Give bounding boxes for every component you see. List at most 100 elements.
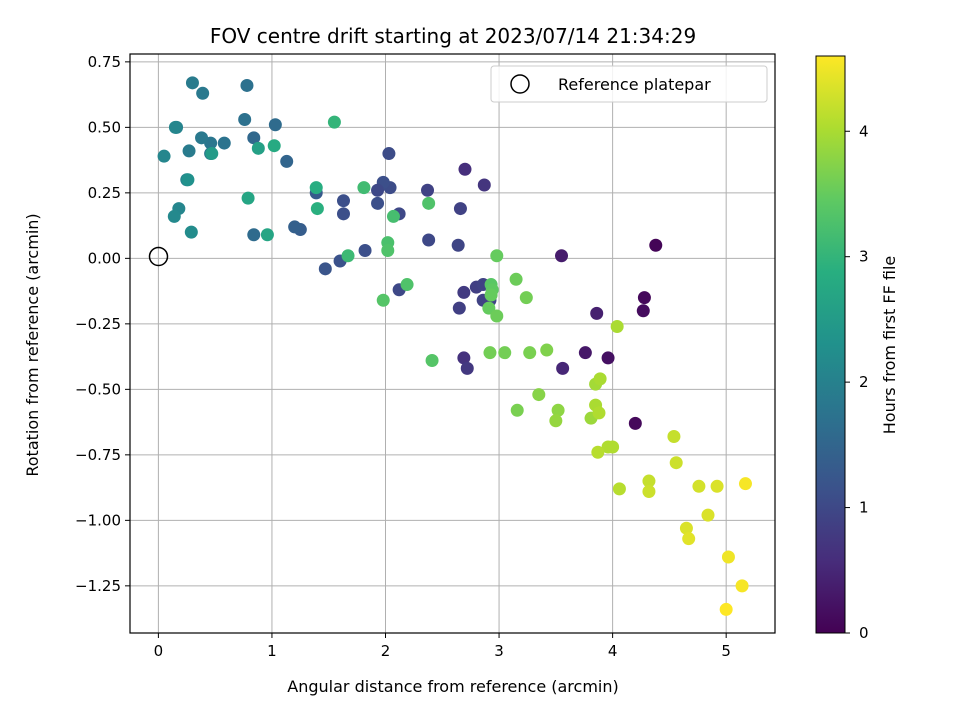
data-point: [637, 291, 651, 305]
data-point: [336, 207, 350, 221]
data-point: [551, 403, 565, 417]
data-point: [157, 149, 171, 163]
data-point: [357, 181, 371, 195]
legend-marker: [510, 74, 530, 94]
data-point: [490, 249, 504, 263]
data-point: [610, 319, 624, 333]
data-point: [642, 485, 656, 499]
data-point: [477, 178, 491, 192]
x-tick-label: 0: [154, 642, 164, 660]
data-point: [425, 354, 439, 368]
data-point: [238, 112, 252, 126]
data-point: [327, 115, 341, 129]
data-point: [701, 508, 715, 522]
data-point: [376, 293, 390, 307]
data-point: [509, 272, 523, 286]
data-point: [310, 202, 324, 216]
data-point: [590, 306, 604, 320]
y-tick-label: −1.00: [75, 511, 121, 529]
data-point: [280, 154, 294, 168]
y-tick-label: −1.25: [75, 577, 121, 595]
data-point: [247, 228, 261, 242]
data-point: [168, 120, 182, 134]
data-point: [268, 118, 282, 132]
data-point: [422, 233, 436, 247]
data-point: [483, 346, 497, 360]
data-point: [241, 191, 255, 205]
legend: Reference platepar: [490, 65, 768, 103]
data-point: [185, 76, 199, 90]
data-point: [184, 225, 198, 239]
x-tick-label: 2: [381, 642, 391, 660]
x-axis-label: Angular distance from reference (arcmin): [287, 677, 618, 696]
data-point: [267, 139, 281, 153]
data-point: [667, 430, 681, 444]
data-point: [422, 196, 436, 210]
data-point: [451, 238, 465, 252]
colorbar-label: Hours from first FF file: [880, 256, 899, 435]
data-point: [196, 86, 210, 100]
data-point: [457, 285, 471, 299]
colorbar: [815, 55, 846, 634]
colorbar-tick-label: 3: [859, 248, 869, 266]
data-point: [738, 477, 752, 491]
data-point: [382, 147, 396, 161]
reference-platepar-marker: [148, 246, 169, 267]
y-tick-label: 0.50: [88, 118, 121, 136]
data-point: [251, 141, 265, 155]
chart-title: FOV centre drift starting at 2023/07/14 …: [210, 24, 696, 48]
data-point: [519, 291, 533, 305]
data-point: [457, 351, 471, 365]
x-tick-label: 3: [494, 642, 504, 660]
colorbar-tick-label: 0: [859, 624, 869, 642]
data-point: [601, 351, 615, 365]
data-point: [679, 521, 693, 535]
y-tick-label: −0.50: [75, 380, 121, 398]
legend-label: Reference platepar: [558, 75, 711, 94]
data-point: [371, 183, 385, 197]
legend-box: [490, 65, 768, 103]
y-axis-ticks: −1.25 −1.00 −0.75 −0.50 −0.25 0.00 0.25 0.50 0.7…: [75, 53, 130, 595]
data-point: [309, 181, 323, 195]
y-axis-label: Rotation from reference (arcmin): [23, 213, 42, 476]
data-point: [490, 309, 504, 323]
data-point: [247, 131, 261, 145]
data-point: [421, 183, 435, 197]
data-point: [217, 136, 231, 150]
y-tick-label: −0.75: [75, 446, 121, 464]
data-point: [358, 243, 372, 257]
data-point: [612, 482, 626, 496]
data-point: [240, 78, 254, 92]
data-point: [606, 440, 620, 454]
data-points: [157, 76, 752, 616]
data-point: [682, 532, 696, 546]
data-point: [381, 243, 395, 257]
data-point: [181, 173, 195, 187]
data-point: [592, 406, 606, 420]
plot-area-frame: [129, 53, 776, 634]
colorbar-ticks: 0 1 2 3 4: [845, 122, 869, 642]
x-tick-label: 5: [721, 642, 731, 660]
data-point: [532, 388, 546, 402]
data-point: [719, 602, 733, 616]
data-point: [167, 209, 181, 223]
data-point: [453, 202, 467, 216]
data-point: [523, 346, 537, 360]
data-point: [549, 414, 563, 428]
data-point: [540, 343, 554, 357]
data-point: [484, 288, 498, 302]
colorbar-tick-label: 4: [859, 122, 869, 140]
data-point: [336, 194, 350, 208]
y-tick-label: 0.00: [88, 249, 121, 267]
colorbar-tick-label: 1: [859, 499, 869, 517]
data-point: [182, 144, 196, 158]
data-point: [386, 209, 400, 223]
data-point: [205, 147, 219, 161]
data-point: [288, 220, 302, 234]
data-point: [460, 361, 474, 375]
data-point: [458, 162, 472, 176]
data-point: [341, 249, 355, 263]
data-point: [195, 131, 209, 145]
data-point: [628, 416, 642, 430]
